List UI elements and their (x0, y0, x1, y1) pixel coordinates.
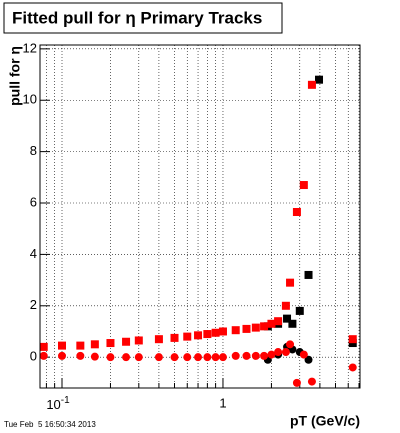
square-marker (58, 341, 67, 350)
square-marker (307, 80, 316, 89)
y-tick-label: 12 (23, 40, 37, 55)
square-marker (183, 332, 192, 341)
square-marker (251, 323, 260, 332)
x-axis-label: pT (GeV/c) (290, 413, 360, 429)
y-tick-label: 2 (30, 297, 37, 312)
circle-marker (242, 351, 251, 360)
x-tick-label-base: 10 (46, 397, 60, 412)
y-tick-label: 6 (30, 194, 37, 209)
timestamp: Tue Feb 5 16:50:34 2013 (4, 420, 96, 429)
circle-marker (154, 353, 163, 362)
square-marker (231, 326, 240, 335)
circle-marker (211, 353, 220, 362)
plot-frame (39, 44, 361, 389)
circle-marker (76, 351, 85, 360)
circle-marker (307, 377, 316, 386)
circle-marker (194, 353, 203, 362)
x-tick-label: 10-1 (46, 395, 70, 413)
circle-marker (106, 353, 115, 362)
x-tick-label-exponent: -1 (61, 395, 70, 406)
y-tick-label: 0 (30, 349, 37, 364)
square-marker (122, 337, 131, 346)
circle-marker (292, 378, 301, 387)
square-marker (134, 336, 143, 345)
circle-marker (203, 353, 212, 362)
square-marker (39, 342, 48, 351)
square-marker (76, 341, 85, 350)
square-marker (288, 319, 297, 328)
square-marker (170, 333, 179, 342)
square-marker (295, 306, 304, 315)
square-marker (283, 314, 292, 323)
circle-marker (286, 340, 295, 349)
circle-marker (251, 351, 260, 360)
square-marker (260, 322, 269, 331)
square-marker (315, 75, 324, 84)
circle-marker (299, 350, 308, 359)
square-marker (106, 339, 115, 348)
circle-marker (134, 353, 143, 362)
circle-marker (90, 352, 99, 361)
square-marker (292, 208, 301, 217)
circle-marker (58, 351, 67, 360)
square-marker (299, 181, 308, 190)
square-marker (90, 340, 99, 349)
circle-marker (281, 348, 290, 357)
chart-title: Fitted pull for η Primary Tracks (12, 8, 262, 27)
y-tick-label: 4 (30, 246, 37, 261)
square-marker (211, 328, 220, 337)
circle-marker (170, 353, 179, 362)
circle-marker (274, 348, 283, 357)
square-marker (154, 335, 163, 344)
y-tick-label: 10 (23, 92, 37, 107)
square-marker (218, 327, 227, 336)
square-marker (267, 319, 276, 328)
circle-marker (218, 353, 227, 362)
square-marker (203, 330, 212, 339)
y-tick-label: 8 (30, 143, 37, 158)
square-marker (194, 331, 203, 340)
circle-marker (183, 353, 192, 362)
circle-marker (122, 353, 131, 362)
circle-marker (260, 351, 269, 360)
square-marker (348, 335, 357, 344)
square-marker (304, 270, 313, 279)
square-marker (242, 324, 251, 333)
square-marker (286, 278, 295, 287)
circle-marker (39, 351, 48, 360)
circle-marker (348, 363, 357, 372)
circle-marker (267, 350, 276, 359)
circle-marker (231, 351, 240, 360)
y-axis-label: pull for η (7, 46, 23, 106)
x-tick-label: 1 (219, 395, 226, 410)
square-marker (281, 301, 290, 310)
circle-marker (304, 355, 313, 364)
title-box (3, 2, 283, 34)
square-marker (274, 317, 283, 326)
